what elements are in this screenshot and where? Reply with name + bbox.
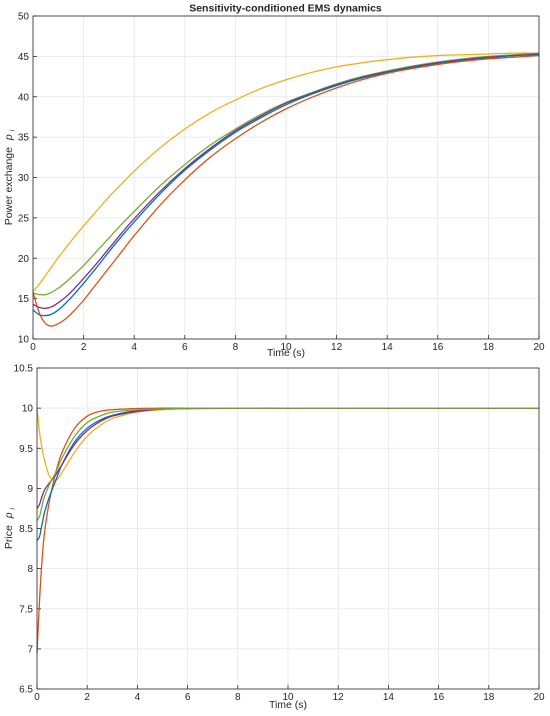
tick-labels: 0 2 4 6 8 10 12 14 16 18 20 10 15 20 25 30 35 40 45 50 — [18, 12, 545, 354]
y-tick-label: 7 — [27, 644, 33, 655]
y-axis-label: Power exchange p i — [3, 129, 17, 225]
y-axis-label: Price p i — [3, 507, 17, 549]
x-tick-label: 16 — [433, 692, 445, 703]
x-tick-label: 0 — [34, 692, 40, 703]
series-group — [36, 407, 539, 653]
x-tick-label: 10 — [282, 692, 294, 703]
y-tick-label: 20 — [18, 254, 30, 265]
x-axis-label: Time (s) — [269, 699, 307, 711]
power-exchange-chart: Sensitivity-conditioned EMS dynamics 0 2 4… — [3, 3, 545, 360]
y-tick-label: 10.5 — [14, 364, 34, 375]
x-tick-label: 4 — [131, 342, 137, 353]
x-tick-label: 2 — [84, 692, 90, 703]
x-tick-label: 20 — [533, 692, 545, 703]
y-tick-label: 40 — [18, 92, 30, 103]
y-tick-label: 7.5 — [19, 604, 33, 615]
series-line-4 — [32, 54, 540, 317]
x-tick-label: 16 — [432, 342, 444, 353]
series-line-5 — [32, 54, 540, 327]
y-axis-label-subscript: i — [10, 129, 17, 131]
y-tick-label: 25 — [18, 213, 30, 224]
y-tick-label: 8.5 — [19, 524, 33, 535]
x-tick-label: 18 — [483, 692, 495, 703]
x-tick-label: 8 — [235, 692, 241, 703]
y-axis-label-symbol: p — [3, 512, 15, 519]
y-tick-label: 8 — [27, 564, 33, 575]
y-tick-label: 30 — [18, 173, 30, 184]
y-tick-label: 9 — [27, 484, 33, 495]
plot-frame — [36, 367, 540, 690]
x-tick-label: 14 — [383, 692, 395, 703]
y-tick-label: 10 — [22, 404, 34, 415]
series-line-2 — [32, 52, 540, 296]
x-tick-label: 6 — [185, 692, 191, 703]
x-tick-label: 4 — [135, 692, 141, 703]
x-tick-label: 10 — [280, 342, 292, 353]
y-tick-label: 15 — [18, 294, 30, 305]
y-axis-label-text: Power exchange — [3, 147, 15, 225]
x-tick-label: 2 — [81, 342, 87, 353]
x-tick-label: 12 — [331, 342, 343, 353]
series-line-3 — [32, 53, 540, 309]
x-tick-label: 6 — [182, 342, 188, 353]
series-line-1 — [32, 52, 540, 292]
x-tick-label: 14 — [382, 342, 394, 353]
chart-title: Sensitivity-conditioned EMS dynamics — [189, 3, 382, 15]
x-tick-label: 18 — [483, 342, 495, 353]
grid — [32, 15, 540, 340]
y-tick-label: 10 — [18, 335, 30, 346]
x-tick-label: 20 — [533, 342, 545, 353]
series-group — [32, 52, 540, 327]
y-tick-label: 35 — [18, 133, 30, 144]
y-tick-label: 9.5 — [19, 444, 33, 455]
price-chart: 0 2 4 6 8 10 12 14 16 18 20 6.5 7 7.5 8 8.5 9 9.5 10 10.5 T… — [3, 364, 545, 712]
y-tick-label: 6.5 — [19, 685, 33, 696]
y-axis-label-text: Price — [3, 525, 15, 549]
y-tick-label: 45 — [18, 52, 30, 63]
x-tick-label: 0 — [30, 342, 36, 353]
x-tick-label: 8 — [233, 342, 239, 353]
tick-labels: 0 2 4 6 8 10 12 14 16 18 20 6.5 7 7.5 8 8.5 9 9.5 10 10.5 — [14, 364, 545, 704]
series-line-5 — [36, 407, 539, 521]
y-axis-label-symbol: p — [3, 134, 15, 141]
plot-frame — [32, 15, 540, 340]
y-axis-label-subscript: i — [10, 507, 17, 509]
y-tick-label: 50 — [18, 12, 30, 23]
x-axis-label: Time (s) — [267, 347, 305, 359]
x-tick-label: 12 — [333, 692, 345, 703]
